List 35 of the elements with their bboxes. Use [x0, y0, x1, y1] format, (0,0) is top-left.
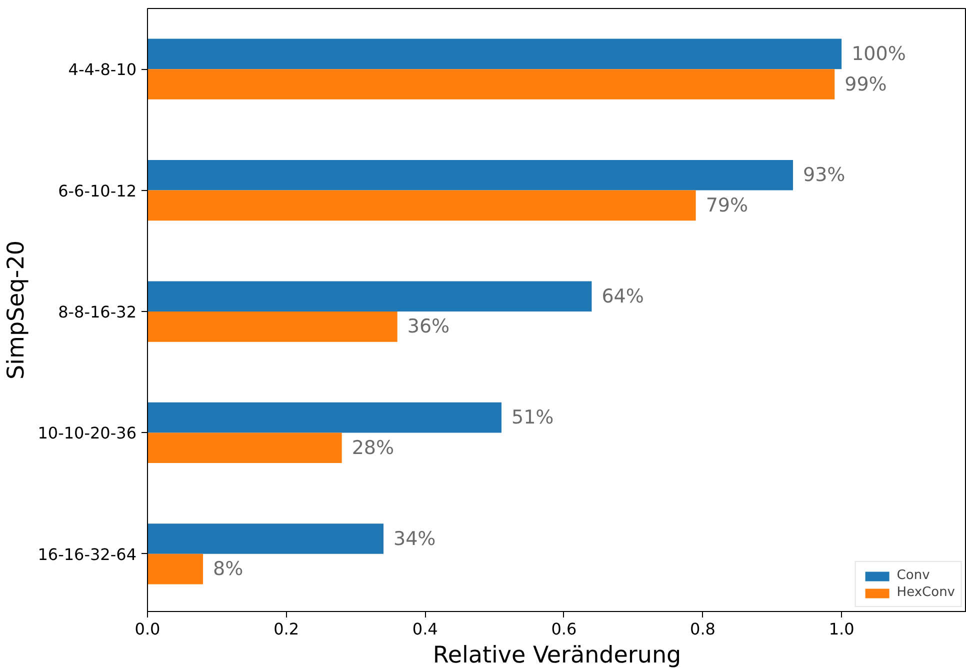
bar	[148, 160, 793, 190]
bar	[148, 432, 342, 464]
data-label: 64%	[602, 285, 644, 308]
y-tick-label: 8-8-16-32	[58, 302, 137, 322]
data-label: 51%	[511, 406, 554, 429]
y-axis-title: SimpSeq-20	[4, 240, 30, 380]
bar	[148, 38, 842, 70]
data-label: 99%	[844, 73, 887, 96]
x-tick-label: 0.8	[690, 620, 716, 638]
data-label: 8%	[213, 558, 244, 580]
bar	[148, 190, 696, 221]
x-axis-title: Relative Veränderung	[432, 642, 682, 668]
bar	[148, 524, 384, 554]
legend-label: HexConv	[896, 585, 955, 600]
x-tick-label: 0.0	[134, 620, 160, 638]
bar	[148, 312, 398, 342]
y-tick-label: 16-16-32-64	[38, 544, 137, 564]
bar	[148, 554, 204, 584]
x-tick-label: 0.2	[274, 620, 300, 638]
x-tick-label: 0.4	[412, 620, 438, 638]
x-tick-label: 1.0	[828, 620, 854, 638]
data-label: 100%	[852, 42, 906, 65]
data-label: 79%	[706, 194, 748, 216]
legend-label: Conv	[896, 568, 930, 583]
y-tick-label: 10-10-20-36	[38, 424, 137, 443]
y-tick-label: 6-6-10-12	[58, 181, 137, 200]
bar	[148, 281, 592, 312]
bar	[148, 402, 502, 433]
data-label: 93%	[802, 164, 846, 186]
bar	[148, 69, 835, 100]
y-tick-label: 4-4-8-10	[68, 60, 136, 80]
data-label: 36%	[407, 316, 450, 338]
data-label: 28%	[352, 436, 394, 459]
data-label: 34%	[393, 528, 436, 550]
x-tick-label: 0.6	[551, 620, 577, 638]
